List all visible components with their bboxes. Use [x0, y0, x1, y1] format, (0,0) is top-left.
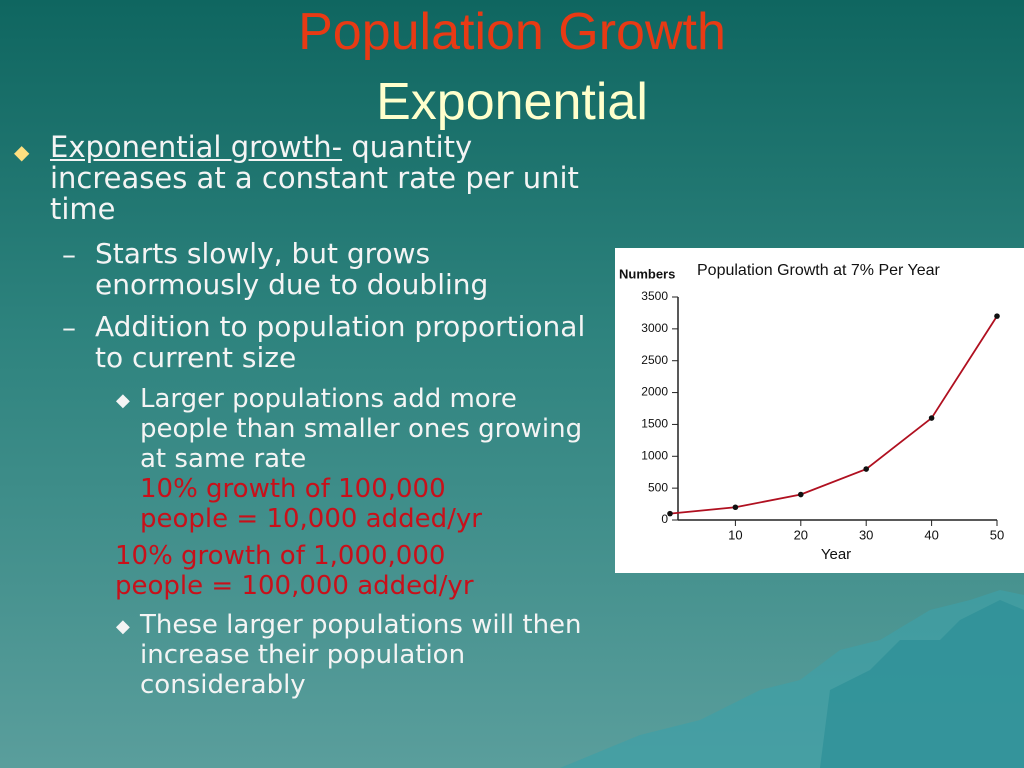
y-axis-label: Numbers [619, 266, 675, 281]
y-tick-label: 3500 [641, 289, 668, 303]
chart: Numbers Population Growth at 7% Per Year… [615, 248, 1024, 573]
bullet: Addition to population proportional to c… [95, 310, 586, 374]
highlight: 10% growth of 1,000,000 people = 100,000… [115, 541, 474, 601]
text: Larger populations add more people than … [140, 384, 583, 474]
bullet-marker: – [62, 238, 76, 271]
text: quantity increases at a constant rate pe… [50, 130, 579, 226]
bullet-marker: ◆ [116, 390, 130, 411]
bullet: These larger populations will then incre… [140, 610, 582, 700]
term: Exponential growth- [50, 130, 343, 164]
point [667, 510, 673, 517]
y-tick-label: 0 [661, 512, 668, 526]
bullet-marker: ◆ [116, 616, 130, 637]
y-tick-label: 3000 [641, 321, 668, 335]
bullet: Larger populations add more people than … [140, 384, 600, 534]
chart-title: Population Growth at 7% Per Year [697, 262, 940, 279]
title: Population Growth [298, 3, 726, 61]
point [928, 415, 935, 421]
x-tick-label: 40 [924, 527, 938, 542]
highlight: 10% growth of 100,000 people = 10,000 ad… [140, 474, 482, 534]
bullet-marker: – [62, 311, 76, 344]
y-tick-label: 500 [648, 480, 668, 494]
y-tick-label: 2500 [641, 353, 668, 367]
x-axis-label: Year [821, 546, 851, 563]
line [669, 315, 998, 515]
y-tick-label: 1000 [641, 448, 668, 462]
point [863, 466, 869, 472]
bullet: Starts slowly, but grows enormously due … [95, 237, 489, 301]
x-tick-label: 20 [794, 527, 808, 542]
x-tick-label: 30 [859, 527, 873, 542]
bullet: Exponential growth- quantity increases a… [50, 132, 610, 225]
y-tick-label: 2000 [641, 385, 668, 399]
x-tick-label: 50 [990, 527, 1004, 542]
point [732, 504, 739, 511]
subtitle: Exponential [376, 73, 648, 131]
y-tick-label: 1500 [641, 417, 668, 431]
x-tick-label: 10 [728, 527, 742, 542]
bullet-marker: ◆ [14, 140, 30, 164]
point [994, 313, 1000, 319]
point [798, 491, 804, 498]
